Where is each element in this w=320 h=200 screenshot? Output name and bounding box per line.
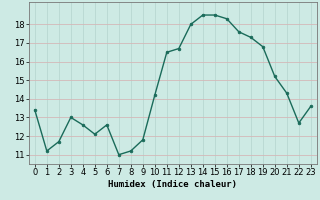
X-axis label: Humidex (Indice chaleur): Humidex (Indice chaleur) — [108, 180, 237, 189]
